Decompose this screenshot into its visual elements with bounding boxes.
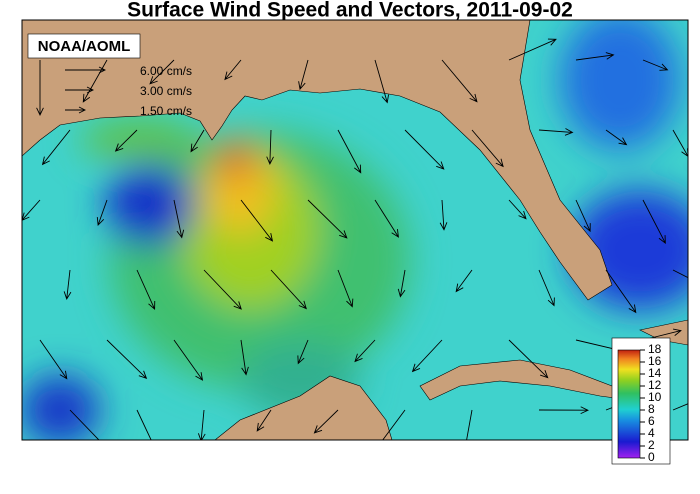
wind-arrow [605, 129, 628, 146]
wind-arrow [96, 199, 108, 227]
scale-arrow [65, 86, 95, 94]
wind-arrow [642, 199, 666, 245]
wind-arrow [337, 269, 354, 308]
wind-arrow [197, 409, 206, 440]
wind-arrow [337, 129, 362, 174]
wind-arrow [508, 38, 557, 61]
wind-vectors [22, 38, 688, 440]
colorbar-label: 14 [648, 366, 662, 380]
scale-label: 6.00 cm/s [140, 64, 192, 78]
wind-arrow [266, 129, 274, 166]
wind-arrow [471, 129, 504, 168]
wind-arrow [36, 60, 44, 117]
wind-field [22, 20, 688, 440]
wind-arrow [605, 269, 637, 314]
scale-arrow [65, 66, 107, 74]
wind-arrow [270, 269, 307, 310]
wind-arrow [672, 269, 688, 279]
wind-arrow [149, 59, 175, 85]
wind-arrow [377, 409, 406, 440]
wind-arrow [114, 129, 138, 152]
colorbar-ramp [617, 349, 641, 459]
wind-arrow [39, 339, 68, 380]
wind-arrow [642, 59, 669, 71]
wind-arrow [575, 199, 591, 233]
wind-arrow [538, 128, 574, 136]
wind-arrow [439, 199, 448, 231]
wind-arrow [69, 409, 100, 440]
wind-arrow [508, 339, 549, 379]
colorbar-label: 18 [648, 342, 662, 356]
wind-arrow [374, 59, 389, 104]
wind-arrow [82, 59, 108, 103]
wind-arrow [173, 339, 204, 381]
wind-arrow [455, 269, 473, 293]
wind-arrow [374, 199, 399, 238]
colorbar-label: 16 [648, 354, 662, 368]
colorbar-label: 6 [648, 414, 655, 428]
wind-arrow [672, 403, 688, 411]
wind-arrow [307, 199, 348, 239]
colorbar-label: 8 [648, 402, 655, 416]
wind-arrow [136, 409, 152, 440]
wind-arrow [224, 59, 242, 81]
wind-arrow [240, 199, 274, 242]
wind-arrow [203, 269, 242, 310]
source-box [27, 33, 141, 59]
wind-arrow [22, 199, 41, 221]
wind-arrow [136, 269, 156, 310]
wind-arrow [575, 52, 615, 61]
wind-arrow [313, 409, 339, 434]
scale-label: 3.00 cm/s [140, 84, 192, 98]
wind-arrow [106, 339, 148, 380]
wind-arrow [397, 269, 406, 298]
colorbar-label: 2 [648, 438, 655, 452]
colorbar-label: 12 [648, 378, 662, 392]
scale-arrow [65, 106, 87, 114]
source: NOAA/AOML [38, 38, 131, 55]
wind-arrow [41, 129, 71, 166]
wind-arrow [538, 269, 555, 307]
vector-scale: 6.00 cm/s 3.00 cm/s 1.50 cm/s [65, 64, 192, 118]
wind-arrow [404, 129, 445, 170]
wind-arrow [441, 59, 478, 103]
wind-arrow [63, 269, 72, 300]
wind-arrow [173, 199, 185, 239]
wind-arrow [297, 339, 309, 365]
title: Surface Wind Speed and Vectors, 2011-09-… [127, 0, 573, 22]
wind-arrow [240, 339, 249, 376]
wind-arrow [538, 406, 589, 415]
speed-shading [22, 20, 688, 440]
wind-arrow [466, 409, 473, 440]
land [22, 20, 688, 440]
wind-arrow [298, 59, 309, 91]
wind-arrow [354, 339, 376, 363]
wind-arrow [411, 339, 443, 373]
scale-label: 1.50 cm/s [140, 104, 192, 118]
colorbar-label: 4 [648, 426, 655, 440]
map-frame [21, 19, 689, 441]
colorbar-label: 10 [648, 390, 662, 404]
colorbar-label: 0 [648, 450, 655, 464]
wind-arrow [190, 129, 205, 153]
wind-arrow [256, 409, 272, 432]
wind-arrow [508, 199, 527, 220]
